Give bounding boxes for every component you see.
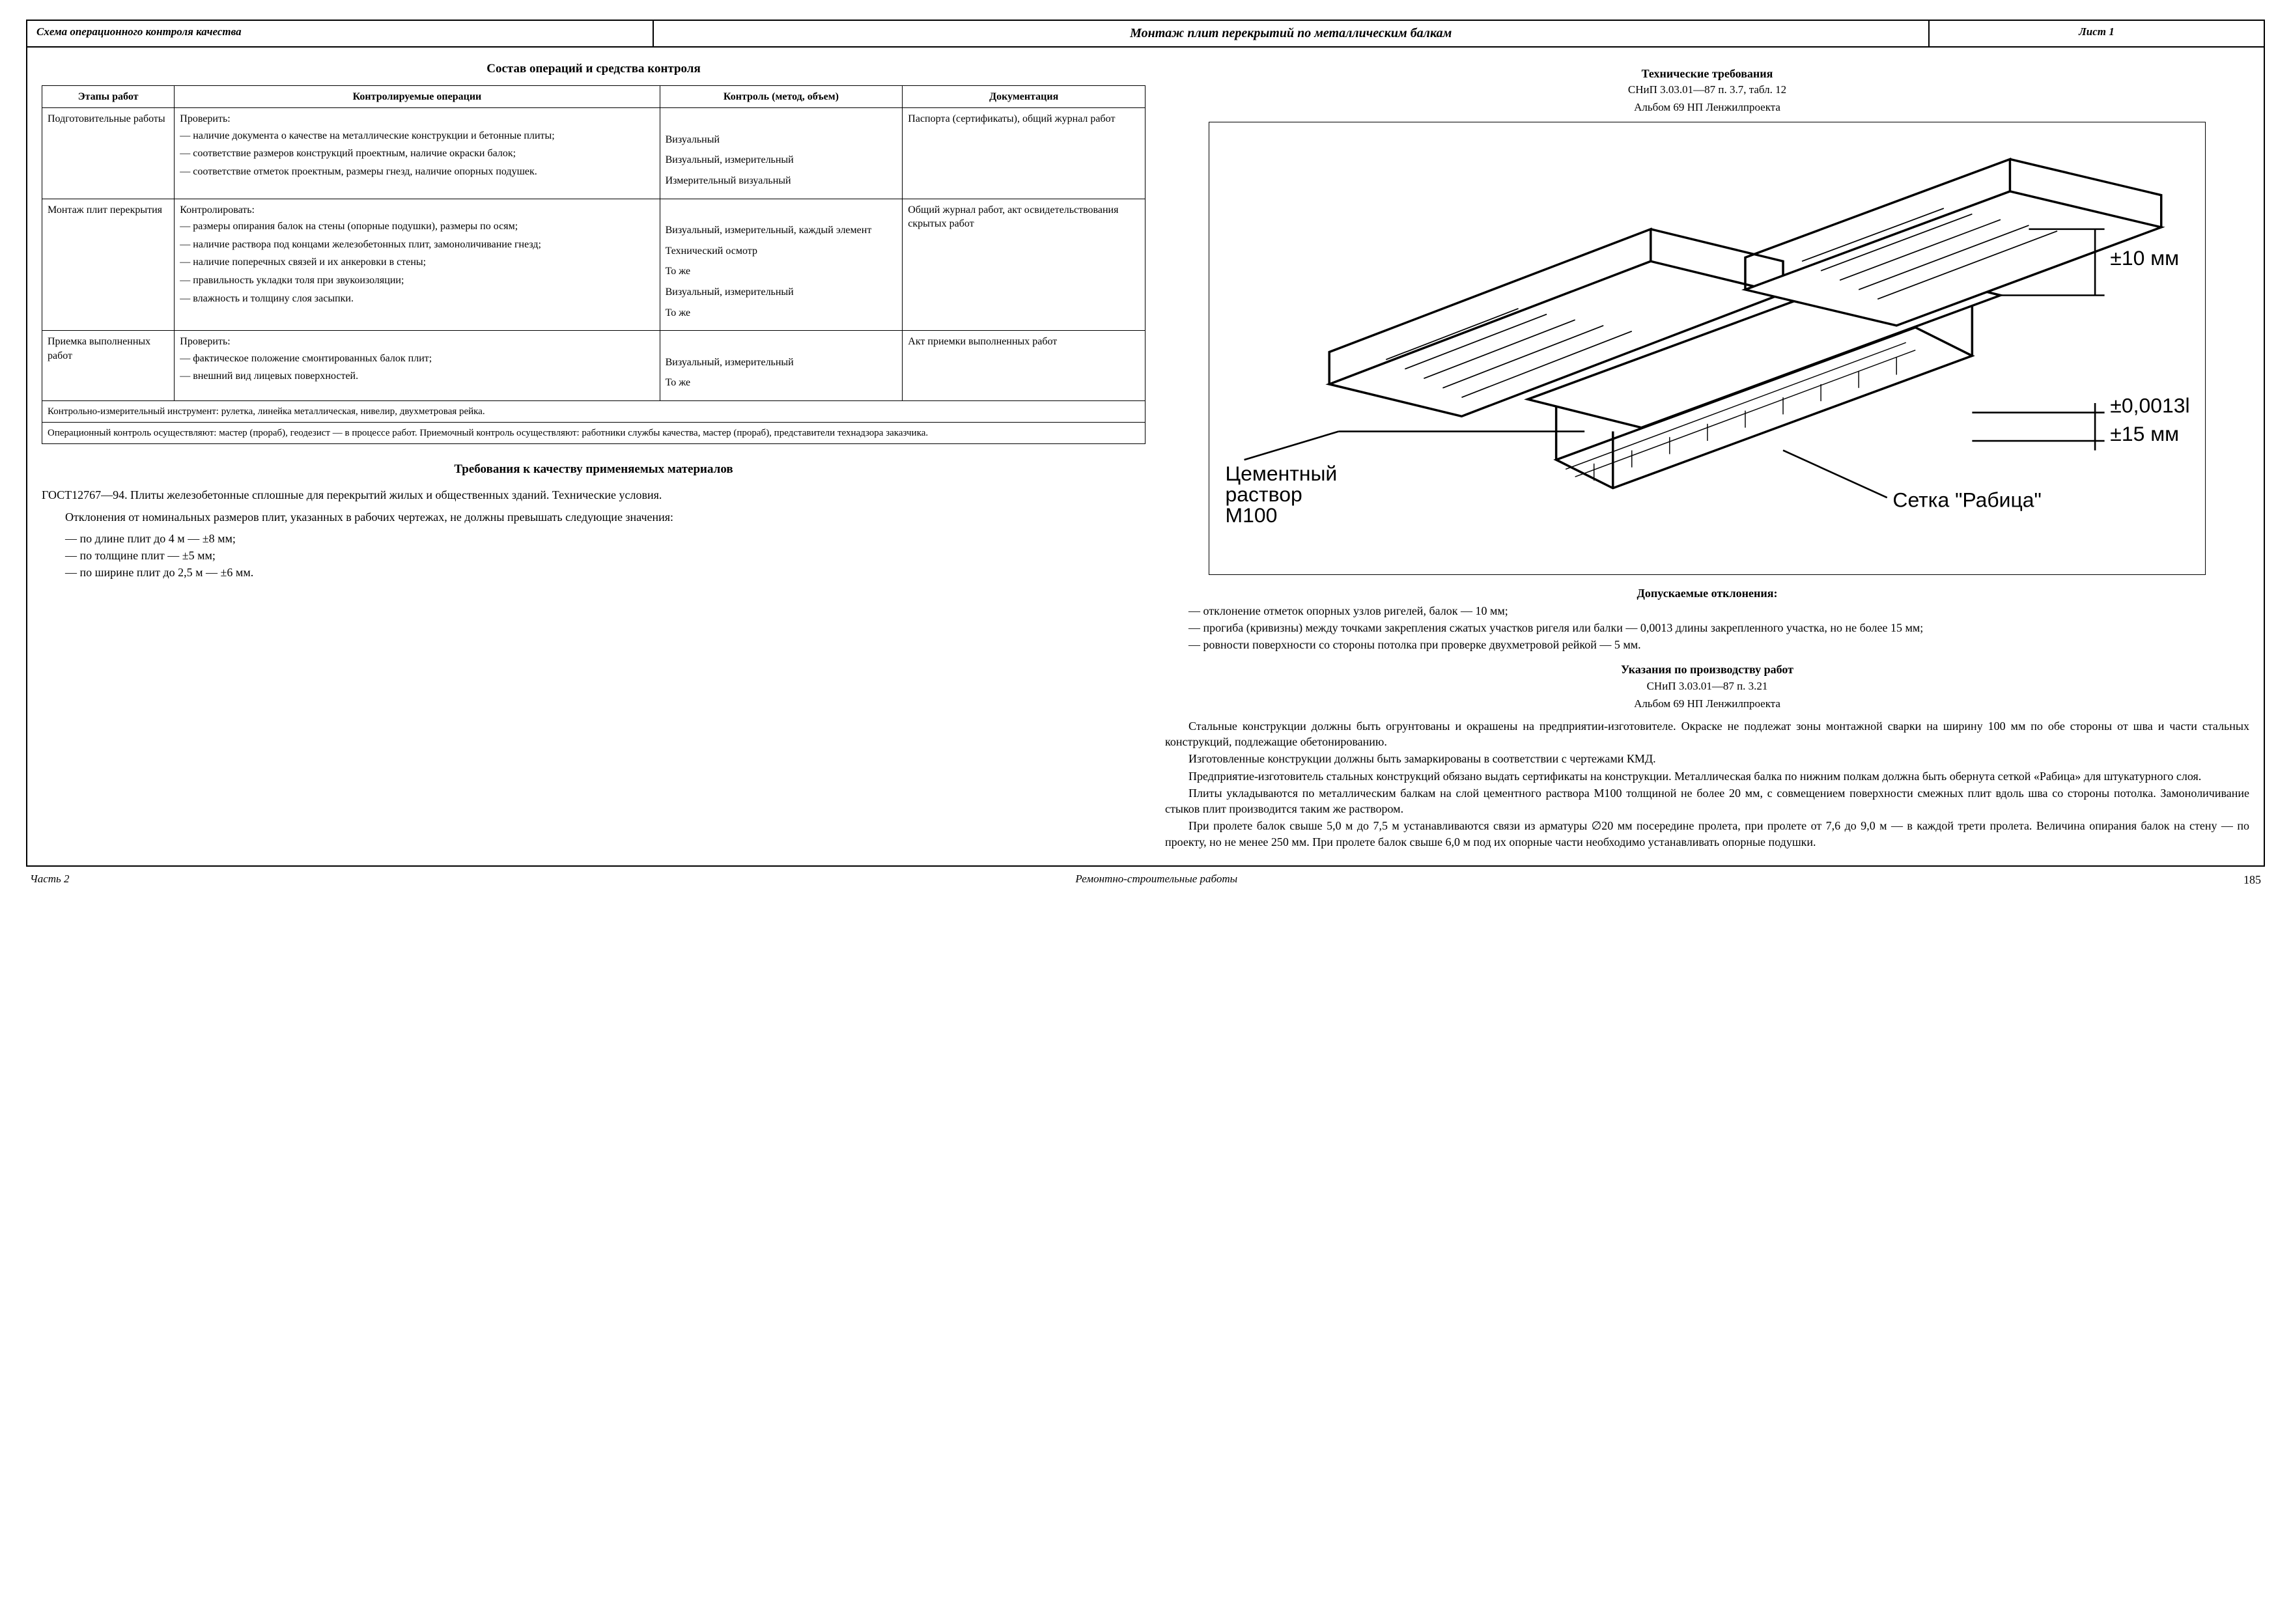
work-paragraph: Стальные конструкции должны быть огрунто…: [1165, 718, 2249, 750]
note-row-2: Операционный контроль осуществляют: маст…: [42, 423, 1146, 444]
cell-control: ВизуальныйВизуальный, измерительныйИзмер…: [660, 108, 903, 199]
header-scheme-label: Схема операционного контроля качества: [27, 21, 654, 46]
work-paragraph: Изготовленные конструкции должны быть за…: [1165, 751, 2249, 766]
header-row: Схема операционного контроля качества Мо…: [27, 21, 2264, 48]
cell-stage: Монтаж плит перекрытия: [42, 199, 175, 331]
tolerances-intro: Отклонения от номинальных размеров плит,…: [42, 509, 1146, 525]
work-instructions-title: Указания по производству работ: [1165, 662, 2249, 677]
deviation-item: — отклонение отметок опорных узлов ригел…: [1165, 603, 2249, 619]
tolerance-item: — по ширине плит до 2,5 м — ±6 мм.: [65, 565, 1146, 580]
cell-documentation: Паспорта (сертификаты), общий журнал раб…: [903, 108, 1146, 199]
cell-control: Визуальный, измерительный, каждый элемен…: [660, 199, 903, 331]
materials-title: Требования к качеству применяемых матери…: [42, 461, 1146, 478]
work-paragraph: При пролете балок свыше 5,0 м до 7,5 м у…: [1165, 818, 2249, 850]
left-column: Состав операций и средства контроля Этап…: [42, 57, 1146, 851]
tolerance-item: — по толщине плит — ±5 мм;: [65, 548, 1146, 563]
diagram-box: ±10 мм ±0,0013l ±15 мм Цементный раствор…: [1209, 122, 2206, 575]
diagram-label-mortar: Цементный раствор М100: [1225, 462, 1343, 527]
th-ctrl: Контроль (метод, объем): [660, 85, 903, 108]
footer-part: Часть 2: [30, 872, 70, 888]
note-instruments: Контрольно-измерительный инструмент: рул…: [42, 400, 1146, 422]
table-row: Подготовительные работыПроверить:— налич…: [42, 108, 1146, 199]
deviation-item: — ровности поверхности со стороны потолк…: [1165, 637, 2249, 652]
cell-documentation: Общий журнал работ, акт освидетельствова…: [903, 199, 1146, 331]
th-stage: Этапы работ: [42, 85, 175, 108]
content-area: Состав операций и средства контроля Этап…: [27, 48, 2264, 865]
diagram-tol-2: ±0,0013l: [2110, 394, 2189, 417]
cell-operations: Проверить:— наличие документа о качестве…: [175, 108, 660, 199]
tolerance-item: — по длине плит до 4 м — ±8 мм;: [65, 531, 1146, 546]
tolerances-block: Отклонения от номинальных размеров плит,…: [42, 509, 1146, 580]
deviations-block: — отклонение отметок опорных узлов ригел…: [1165, 603, 2249, 653]
footer-title: Ремонтно-строительные работы: [1075, 872, 1237, 888]
note-control: Операционный контроль осуществляют: маст…: [42, 423, 1146, 444]
work-paragraph: Плиты укладываются по металлическим балк…: [1165, 785, 2249, 817]
cell-stage: Приемка выполненных работ: [42, 331, 175, 401]
cell-control: Визуальный, измерительныйТо же: [660, 331, 903, 401]
cell-documentation: Акт приемки выполненных работ: [903, 331, 1146, 401]
header-sheet: Лист 1: [1928, 21, 2264, 46]
tolerance-list: — по длине плит до 4 м — ±8 мм; — по толщ…: [65, 531, 1146, 581]
tech-ref-2: Альбом 69 НП Ленжилпроекта: [1165, 100, 2249, 115]
right-column: Технические требования СНиП 3.03.01—87 п…: [1165, 57, 2249, 851]
table-row: Приемка выполненных работПроверить:— фак…: [42, 331, 1146, 401]
work-paragraph: Предприятие-изготовитель стальных констр…: [1165, 768, 2249, 784]
work-ref-1: СНиП 3.03.01—87 п. 3.21: [1165, 679, 2249, 694]
deviation-item: — прогиба (кривизны) между точками закре…: [1165, 620, 2249, 636]
footer-row: Часть 2 Ремонтно-строительные работы 185: [26, 867, 2265, 888]
table-header-row: Этапы работ Контролируемые операции Конт…: [42, 85, 1146, 108]
document-frame: Схема операционного контроля качества Мо…: [26, 20, 2265, 867]
gost-text: ГОСТ12767—94. Плиты железобетонные сплош…: [42, 487, 1146, 503]
operations-title: Состав операций и средства контроля: [42, 61, 1146, 77]
tech-req-title: Технические требования: [1165, 66, 2249, 81]
diagram-label-mesh: Сетка "Рабица": [1892, 488, 2041, 512]
tech-ref-1: СНиП 3.03.01—87 п. 3.7, табл. 12: [1165, 83, 2249, 98]
cell-stage: Подготовительные работы: [42, 108, 175, 199]
page-number: 185: [2243, 872, 2261, 888]
diagram-tol-3: ±15 мм: [2110, 422, 2179, 445]
cell-operations: Контролировать:— размеры опирания балок …: [175, 199, 660, 331]
note-row-1: Контрольно-измерительный инструмент: рул…: [42, 400, 1146, 422]
work-paragraphs: Стальные конструкции должны быть огрунто…: [1165, 718, 2249, 850]
work-ref-2: Альбом 69 НП Ленжилпроекта: [1165, 697, 2249, 712]
beam-diagram: ±10 мм ±0,0013l ±15 мм Цементный раствор…: [1216, 129, 2199, 564]
deviations-title: Допускаемые отклонения:: [1165, 585, 2249, 601]
th-doc: Документация: [903, 85, 1146, 108]
table-row: Монтаж плит перекрытияКонтролировать:— р…: [42, 199, 1146, 331]
th-ops: Контролируемые операции: [175, 85, 660, 108]
header-title: Монтаж плит перекрытий по металлическим …: [654, 21, 1928, 46]
cell-operations: Проверить:— фактическое положение смонти…: [175, 331, 660, 401]
gost-block: ГОСТ12767—94. Плиты железобетонные сплош…: [42, 487, 1146, 503]
operations-table: Этапы работ Контролируемые операции Конт…: [42, 85, 1146, 445]
diagram-tol-1: ±10 мм: [2110, 246, 2179, 270]
